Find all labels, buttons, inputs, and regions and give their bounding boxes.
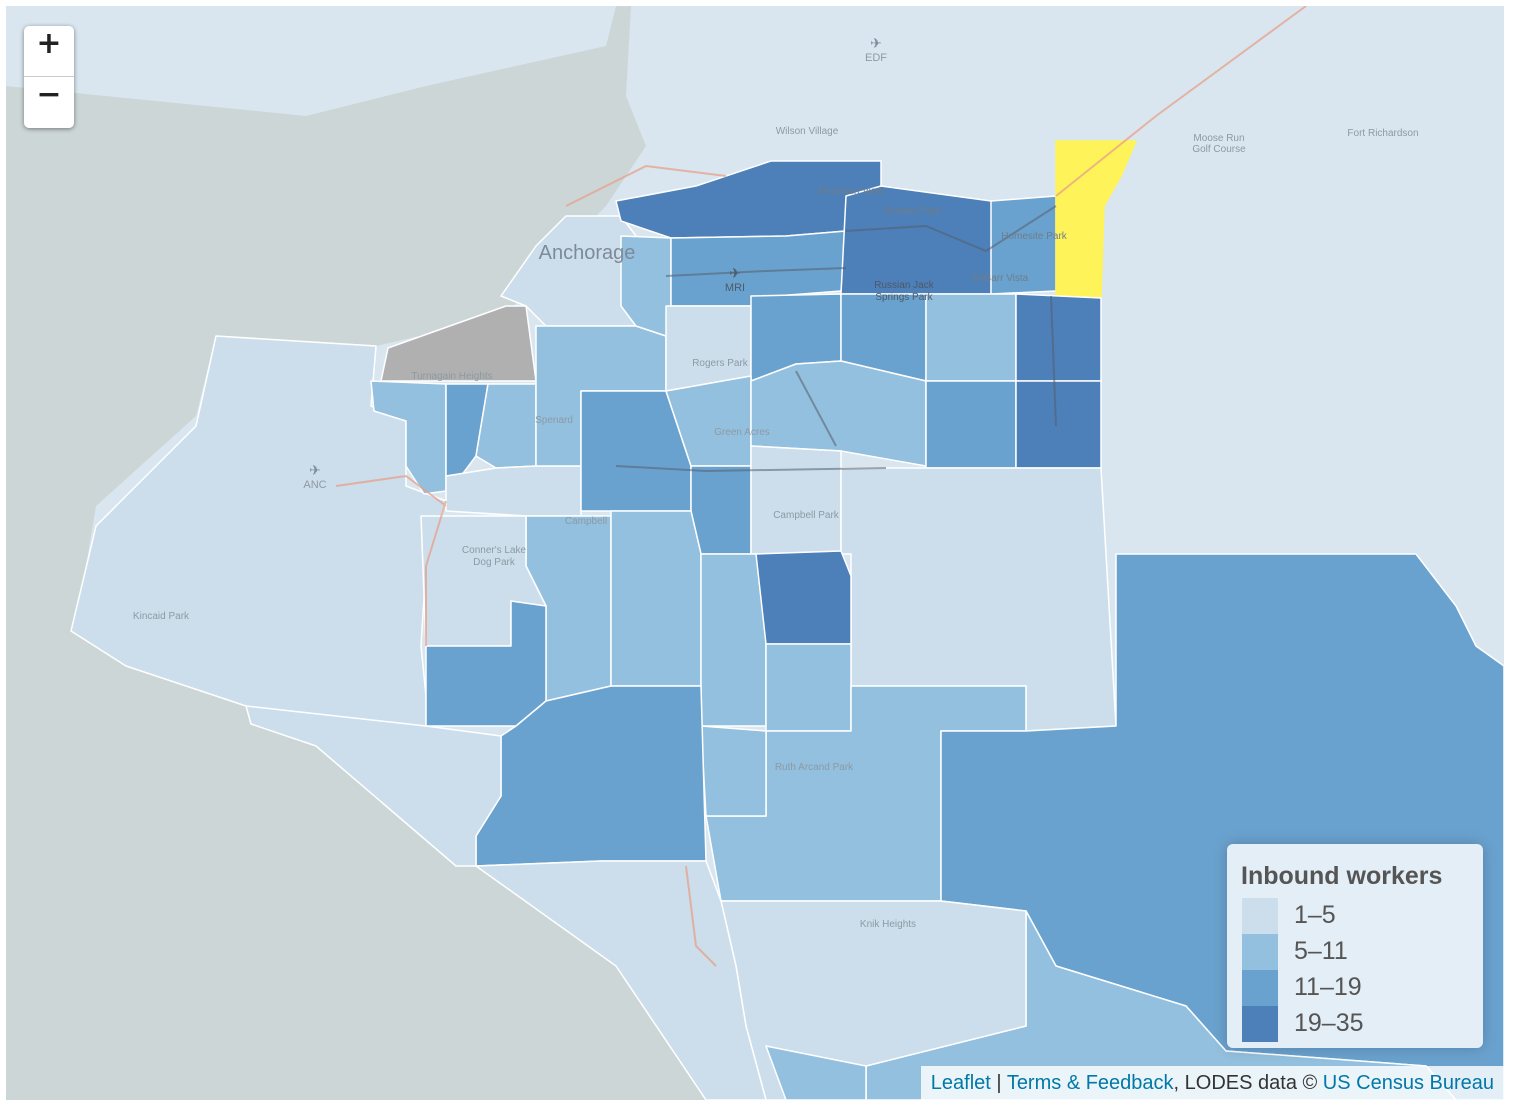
label-debarr-vista: DeBarr Vista	[972, 273, 1029, 284]
label-campbell-park: Campbell Park	[773, 510, 840, 521]
district-campbell-e[interactable]	[610, 510, 702, 687]
district-spenard-south[interactable]	[445, 465, 582, 517]
district-spenard-mid[interactable]	[445, 383, 489, 477]
district-hillside-w[interactable]	[700, 725, 767, 817]
label-spenard: Spenard	[535, 415, 573, 426]
district-abbott-s[interactable]	[765, 643, 852, 732]
label-turnagain: Turnagain Heights	[411, 371, 492, 382]
zoom-control: + −	[24, 26, 74, 128]
district-campbell-park[interactable]	[750, 445, 842, 555]
leaflet-link[interactable]: Leaflet	[930, 1072, 991, 1094]
district-northeast-1[interactable]	[1015, 293, 1102, 382]
legend: Inbound workers 1–5 5–11 11–19 19–35	[1227, 844, 1483, 1048]
label-russian-jack: Russian Jack	[874, 280, 934, 291]
label-golf-course: Golf Course	[1192, 144, 1246, 155]
label-dog-park: Dog Park	[473, 557, 516, 568]
legend-swatch	[1242, 898, 1278, 934]
district-strip-s[interactable]	[700, 553, 767, 727]
airport-icon: ✈	[309, 463, 321, 479]
label-rogers-park: Rogers Park	[692, 358, 749, 369]
district-lakes[interactable]	[925, 293, 1017, 382]
attribution: Leaflet | Terms & Feedback, LODES data ©…	[920, 1066, 1504, 1100]
legend-title: Inbound workers	[1241, 862, 1443, 890]
label-anc: ANC	[303, 479, 326, 491]
terms-feedback-link[interactable]: Terms & Feedback	[1006, 1072, 1174, 1094]
district-sand-lake[interactable]	[425, 600, 547, 727]
choropleth-map[interactable]: EDF Wilson Village Moose Run Golf Course…	[6, 6, 1504, 1100]
label-campbell: Campbell	[565, 516, 607, 527]
attribution-data-text: , LODES data ©	[1173, 1072, 1323, 1094]
district-potter[interactable]	[765, 1045, 867, 1100]
label-mri: MRI	[725, 282, 745, 294]
census-bureau-link[interactable]: US Census Bureau	[1322, 1072, 1494, 1094]
label-anchorage: Anchorage	[539, 242, 636, 264]
label-wilson-village: Wilson Village	[776, 126, 839, 137]
label-ruth-arcand: Ruth Arcand Park	[775, 762, 854, 773]
label-fort-richardson: Fort Richardson	[1347, 128, 1418, 139]
district-northeast-3[interactable]	[1015, 380, 1102, 469]
label-springs-park: Springs Park	[875, 292, 933, 303]
label-conners-lake: Conner's Lake	[462, 545, 527, 556]
legend-swatch	[1242, 970, 1278, 1006]
airport-icon: ✈	[870, 36, 882, 52]
legend-label: 11–19	[1294, 973, 1362, 1001]
label-mountain-view: Mountain View	[818, 186, 884, 197]
legend-swatch	[1242, 1006, 1278, 1042]
legend-label: 5–11	[1294, 937, 1348, 965]
airport-icon: ✈	[729, 266, 741, 282]
legend-label: 1–5	[1294, 901, 1336, 929]
district-campbell-strip[interactable]	[690, 465, 752, 555]
label-wonder-park: Wonder Park	[883, 206, 942, 217]
label-green-acres: Green Acres	[714, 427, 770, 438]
district-abbott[interactable]	[755, 550, 852, 645]
label-moose-run: Moose Run	[1193, 133, 1244, 144]
zoom-out-button[interactable]: −	[36, 77, 62, 112]
transit-lines	[615, 205, 1057, 473]
legend-label: 19–35	[1294, 1009, 1364, 1037]
roads	[335, 6, 1307, 967]
district-northeast-2[interactable]	[925, 380, 1017, 469]
zoom-in-button[interactable]: +	[24, 26, 74, 77]
map-container[interactable]: EDF Wilson Village Moose Run Golf Course…	[6, 6, 1504, 1100]
legend-swatch	[1242, 934, 1278, 970]
label-edf: EDF	[865, 52, 887, 64]
label-homesite-park: Homesite Park	[1001, 231, 1068, 242]
label-kincaid-park: Kincaid Park	[133, 611, 190, 622]
attribution-separator: |	[990, 1072, 1007, 1094]
north-shore	[6, 6, 616, 116]
label-knik-heights: Knik Heights	[860, 919, 916, 930]
district-turnagain[interactable]	[380, 305, 537, 382]
